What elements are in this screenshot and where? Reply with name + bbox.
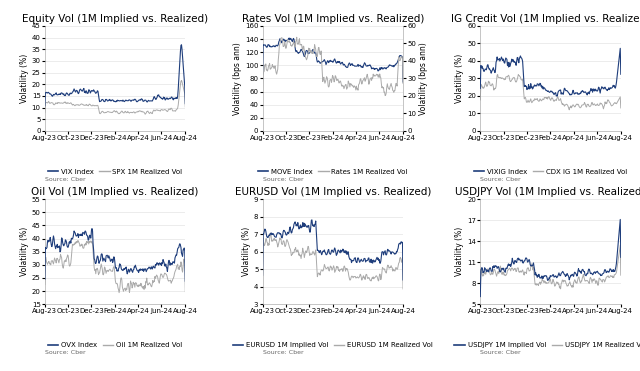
Title: Oil Vol (1M Implied vs. Realized): Oil Vol (1M Implied vs. Realized) — [31, 187, 199, 197]
Y-axis label: Volatility (%): Volatility (%) — [20, 227, 29, 276]
Title: Rates Vol (1M Implied vs. Realized): Rates Vol (1M Implied vs. Realized) — [242, 14, 424, 24]
Y-axis label: Volatility (%): Volatility (%) — [242, 227, 251, 276]
Title: EURUSD Vol (1M Implied vs. Realized): EURUSD Vol (1M Implied vs. Realized) — [235, 187, 431, 197]
Text: Source: Cber: Source: Cber — [45, 177, 85, 182]
Text: Source: Cber: Source: Cber — [45, 351, 85, 355]
Text: Source: Cber: Source: Cber — [480, 351, 521, 355]
Text: Source: Cber: Source: Cber — [480, 177, 521, 182]
Legend: VIX Index, SPX 1M Realized Vol: VIX Index, SPX 1M Realized Vol — [45, 166, 186, 177]
Y-axis label: Volatility (%): Volatility (%) — [20, 54, 29, 103]
Legend: MOVE Index, Rates 1M Realized Vol: MOVE Index, Rates 1M Realized Vol — [255, 166, 411, 177]
Y-axis label: Volatility (bps ann): Volatility (bps ann) — [419, 42, 428, 115]
Legend: USDJPY 1M Implied Vol, USDJPY 1M Realized Vol: USDJPY 1M Implied Vol, USDJPY 1M Realize… — [452, 339, 640, 351]
Y-axis label: Volatility (%): Volatility (%) — [456, 227, 465, 276]
Title: Equity Vol (1M Implied vs. Realized): Equity Vol (1M Implied vs. Realized) — [22, 14, 208, 24]
Legend: VIXIG Index, CDX IG 1M Realized Vol: VIXIG Index, CDX IG 1M Realized Vol — [471, 166, 630, 177]
Legend: OVX Index, Oil 1M Realized Vol: OVX Index, Oil 1M Realized Vol — [45, 339, 185, 351]
Title: IG Credit Vol (1M Implied vs. Realized): IG Credit Vol (1M Implied vs. Realized) — [451, 14, 640, 24]
Y-axis label: Volatility (bps ann): Volatility (bps ann) — [233, 42, 242, 115]
Text: Source: Cber: Source: Cber — [262, 351, 303, 355]
Title: USDJPY Vol (1M Implied vs. Realized): USDJPY Vol (1M Implied vs. Realized) — [455, 187, 640, 197]
Y-axis label: Volatility (%): Volatility (%) — [456, 54, 465, 103]
Text: Source: Cber: Source: Cber — [262, 177, 303, 182]
Legend: EURUSD 1M Implied Vol, EURUSD 1M Realized Vol: EURUSD 1M Implied Vol, EURUSD 1M Realize… — [230, 339, 436, 351]
